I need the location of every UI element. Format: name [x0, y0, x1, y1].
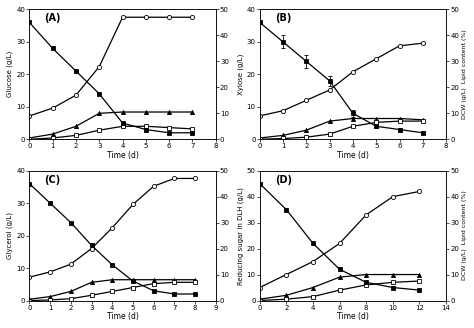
Text: (B): (B) [274, 13, 291, 23]
X-axis label: Time (d): Time (d) [337, 312, 369, 321]
Text: (A): (A) [44, 13, 61, 23]
X-axis label: Time (d): Time (d) [107, 151, 138, 160]
Y-axis label: DCW (g/L)  Lipid content (%): DCW (g/L) Lipid content (%) [462, 30, 467, 119]
Text: (D): (D) [274, 174, 292, 185]
Y-axis label: DCW (g/L)  Lipid content (%): DCW (g/L) Lipid content (%) [462, 191, 467, 280]
Text: (C): (C) [44, 174, 61, 185]
Y-axis label: Glycerol (g/L): Glycerol (g/L) [7, 212, 13, 259]
X-axis label: Time (d): Time (d) [337, 151, 369, 160]
Y-axis label: Glucose (g/L): Glucose (g/L) [7, 51, 13, 97]
X-axis label: Time (d): Time (d) [107, 312, 138, 321]
Y-axis label: Xylose (g/L): Xylose (g/L) [237, 54, 244, 95]
Y-axis label: Reducing sugar in DLH (g/L): Reducing sugar in DLH (g/L) [237, 187, 244, 284]
